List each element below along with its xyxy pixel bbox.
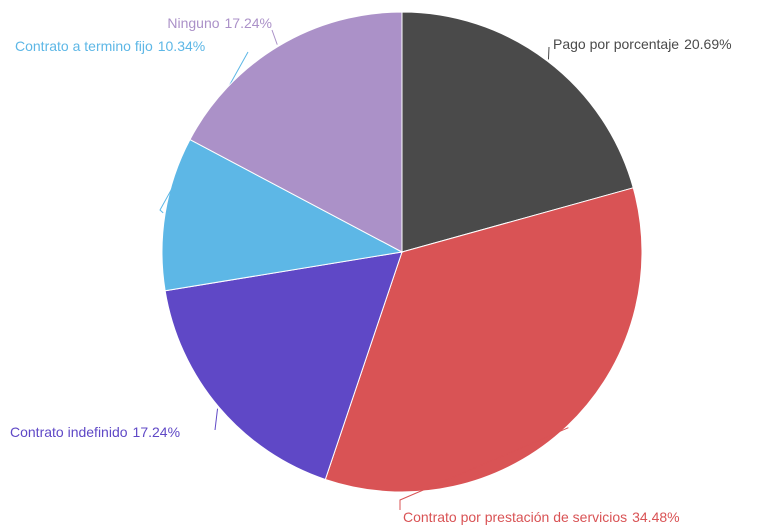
slice-name: Contrato a termino fijo — [15, 38, 153, 54]
slice-percent: 10.34% — [158, 38, 205, 54]
slice-name: Contrato indefinido — [10, 424, 128, 440]
leader-line — [399, 427, 569, 510]
slice-name: Ninguno — [167, 15, 219, 31]
slice-label: Ninguno 17.24% — [167, 15, 272, 31]
slice-percent: 17.24% — [225, 15, 272, 31]
slice-name: Pago por porcentaje — [553, 36, 679, 52]
pie-slice — [324, 187, 643, 493]
pie-slice — [401, 11, 634, 253]
slice-label: Pago por porcentaje 20.69% — [553, 36, 732, 52]
pie-slice — [164, 251, 403, 481]
slice-label: Contrato indefinido 17.24% — [10, 424, 180, 440]
slice-name: Contrato por prestación de servicios — [403, 509, 627, 525]
leader-line — [214, 408, 219, 431]
slice-label: Contrato a termino fijo 10.34% — [15, 38, 205, 54]
slice-percent: 17.24% — [133, 424, 180, 440]
slice-label: Contrato por prestación de servicios 34.4… — [403, 509, 680, 525]
pie-slice — [161, 138, 404, 292]
pie-slice — [189, 11, 403, 253]
slice-percent: 20.69% — [684, 36, 731, 52]
leader-line — [547, 46, 550, 60]
slice-percent: 34.48% — [632, 509, 679, 525]
leader-line — [271, 29, 278, 45]
